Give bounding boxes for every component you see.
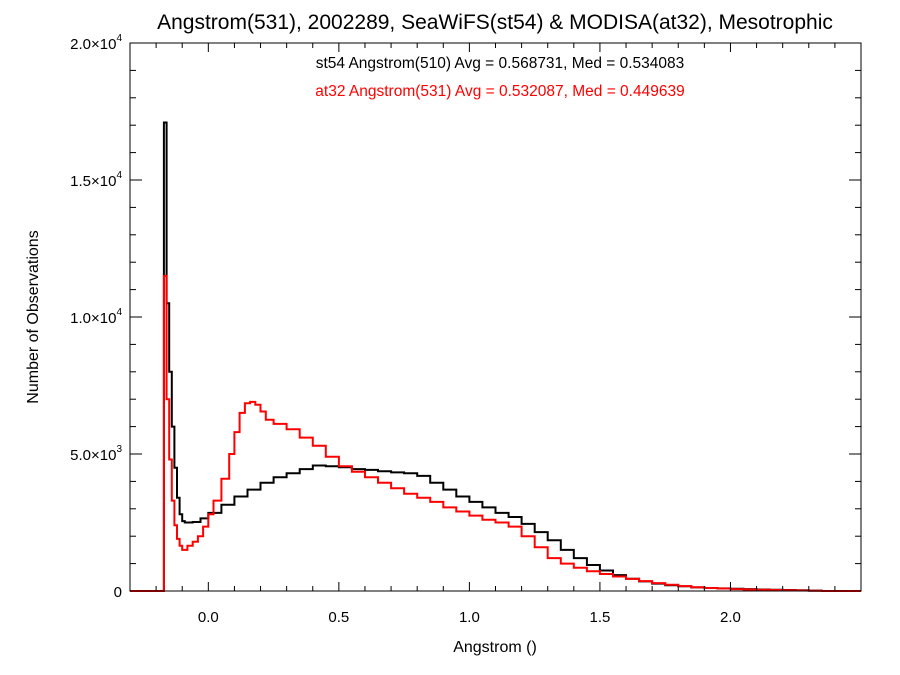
y-axis: 0 5.0×103 1.0×104 1.5×104 2.0×104 [70,33,861,601]
series-line-red [130,274,861,592]
x-axis-label: Angstrom () [453,639,537,656]
chart-title: Angstrom(531), 2002289, SeaWiFS(st54) & … [157,11,833,34]
legend-entry-red: at32 Angstrom(531) Avg = 0.532087, Med =… [315,83,684,100]
series-layer [130,121,861,592]
x-tick-label: 0.0 [198,609,219,626]
y-tick-label: 2.0×104 [70,33,122,53]
x-tick-label: 1.5 [589,609,610,626]
x-tick-label: 1.0 [459,609,480,626]
x-tick-label: 2.0 [720,609,741,626]
legend-entry-black: st54 Angstrom(510) Avg = 0.568731, Med =… [316,55,685,72]
y-tick-label: 1.0×104 [70,307,122,327]
y-tick-label: 5.0×103 [70,444,122,464]
x-axis: 0.0 0.5 1.0 1.5 2.0 [129,43,836,626]
x-tick-label: 0.5 [328,609,349,626]
y-tick-label: 0 [114,584,122,601]
y-axis-label: Number of Observations [25,230,42,403]
y-tick-label: 1.5×104 [70,170,122,190]
